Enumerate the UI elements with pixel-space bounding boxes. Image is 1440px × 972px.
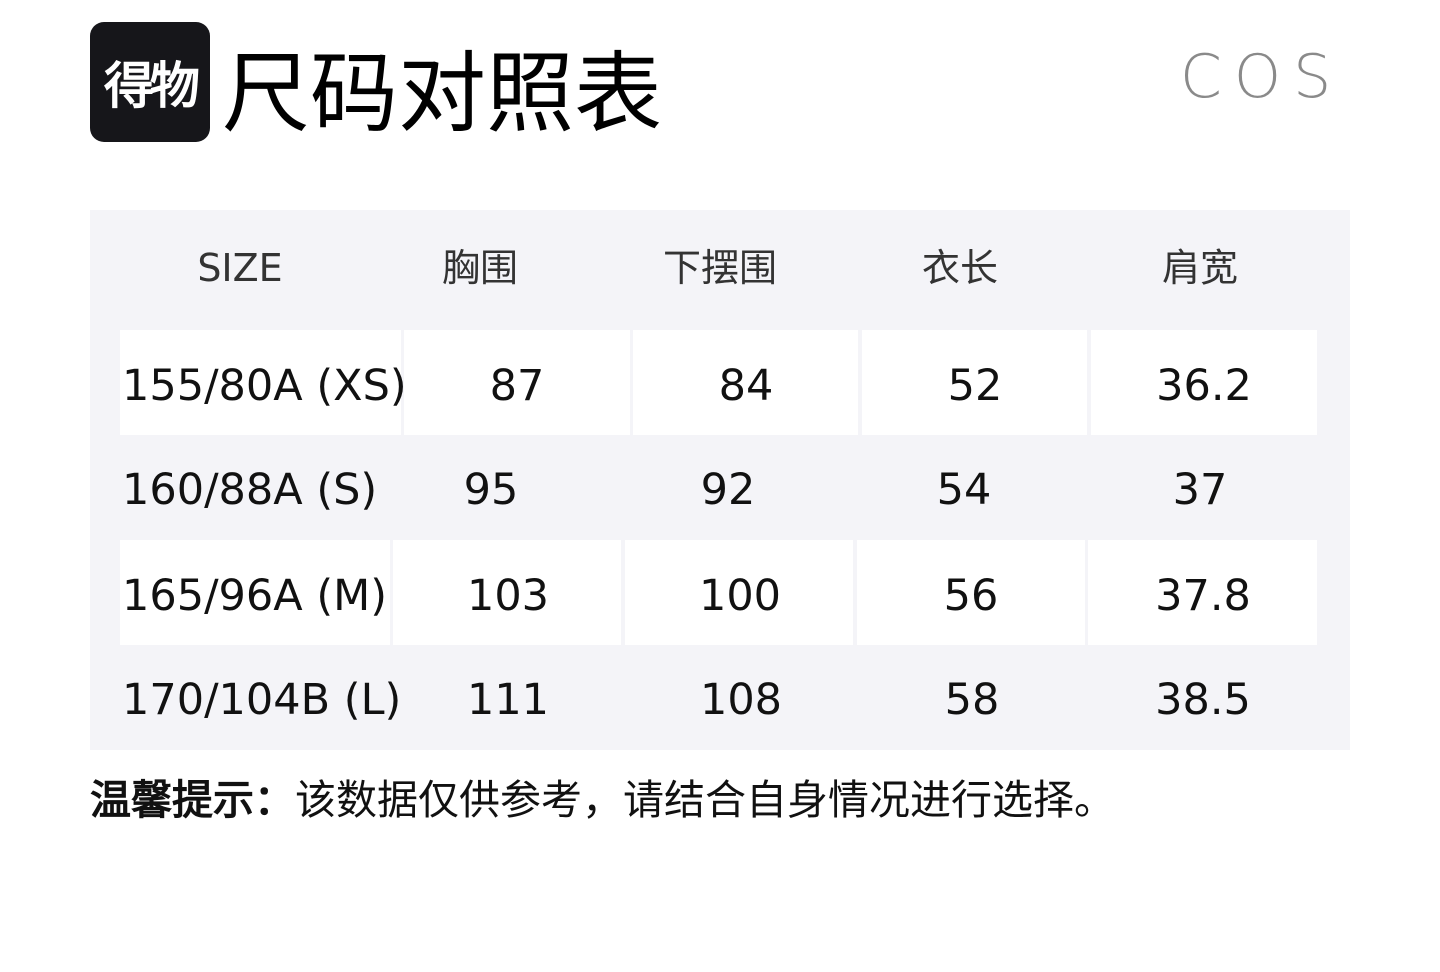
table-cell-bg	[1088, 540, 1317, 645]
table-cell-bg	[404, 330, 630, 435]
tip-text: 该数据仅供参考，请结合自身情况进行选择。	[295, 776, 1115, 824]
table-cell: 95	[463, 465, 519, 515]
table-cell-bg	[633, 330, 858, 435]
column-header: 衣长	[921, 246, 999, 290]
page-title: 尺码对照表	[222, 42, 663, 145]
size-label: 165/96A (M)	[122, 571, 388, 621]
table-cell: 36.2	[1156, 361, 1252, 411]
tip-note: 温馨提示：该数据仅供参考，请结合自身情况进行选择。	[90, 772, 1115, 828]
table-cell: 52	[947, 361, 1003, 411]
table-cell: 100	[698, 571, 782, 621]
table-cell: 58	[944, 675, 1000, 725]
table-cell-bg	[625, 540, 853, 645]
table-cell: 92	[700, 465, 756, 515]
table-cell-bg	[393, 540, 621, 645]
table-cell: 84	[718, 361, 774, 411]
table-cell: 37	[1172, 465, 1228, 515]
size-chart-table	[90, 210, 1350, 750]
table-cell-bg	[120, 540, 390, 645]
size-label: 160/88A (S)	[122, 465, 378, 515]
table-cell-bg	[857, 540, 1085, 645]
table-cell: 54	[936, 465, 992, 515]
logo-text: 得物	[104, 57, 200, 115]
table-cell-bg	[862, 330, 1087, 435]
table-cell: 37.8	[1155, 571, 1251, 621]
dewu-logo: 得物	[90, 22, 210, 142]
table-cell: 38.5	[1155, 675, 1251, 725]
column-header: 肩宽	[1161, 246, 1239, 290]
size-label: 155/80A (XS)	[122, 361, 407, 411]
size-label: 170/104B (L)	[122, 675, 402, 725]
table-cell: 108	[699, 675, 783, 725]
column-header: 下摆围	[662, 246, 778, 290]
column-header: SIZE	[197, 246, 283, 290]
table-cell-bg	[120, 330, 401, 435]
table-cell: 87	[489, 361, 545, 411]
table-cell: 111	[466, 675, 550, 725]
table-cell: 103	[466, 571, 550, 621]
tip-label: 温馨提示：	[90, 776, 295, 824]
table-cell-bg	[1091, 330, 1317, 435]
column-header: 胸围	[441, 246, 519, 290]
brand-logo: COS	[1180, 42, 1344, 112]
table-cell: 56	[943, 571, 999, 621]
